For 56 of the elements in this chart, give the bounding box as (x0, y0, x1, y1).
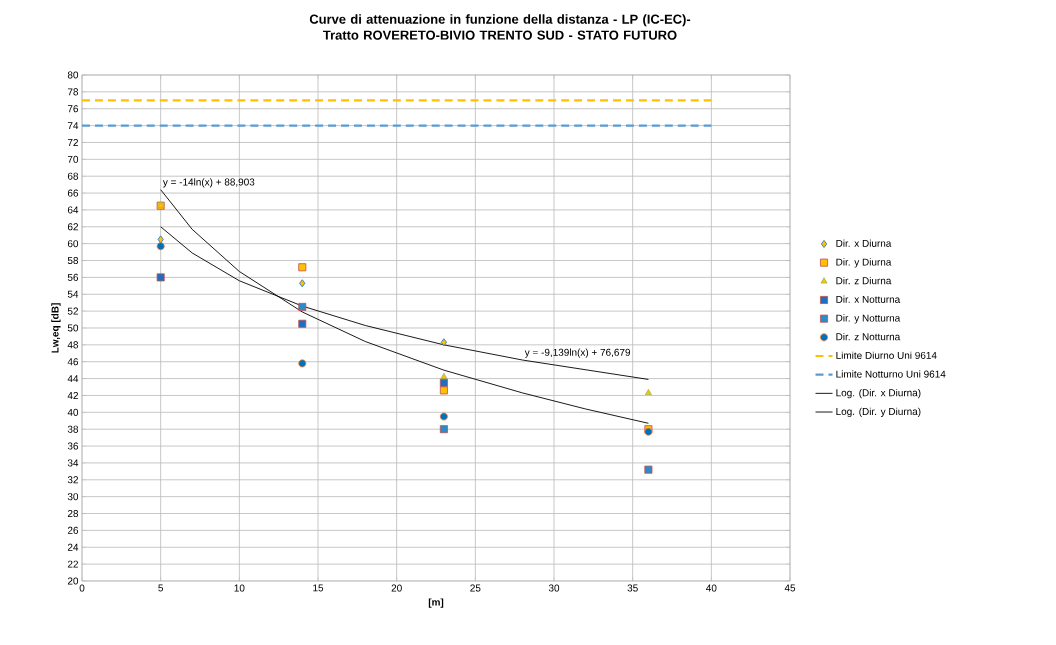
legend-label: Dir. x Notturna (836, 295, 901, 303)
x-tick-label: 0 (79, 584, 85, 592)
y-tick-label: 76 (67, 105, 79, 113)
y-tick-label: 24 (67, 543, 79, 551)
x-tick-label: 35 (627, 584, 638, 592)
y-tick-label: 62 (67, 223, 78, 231)
y-tick-label: 70 (67, 155, 79, 163)
x-tick-label: 20 (391, 584, 402, 592)
y-tick-label: 20 (67, 577, 79, 585)
chart-title: Curve di attenuazione in funzione della distanza - LP (IC-EC)-Tratto ROVERETO-BIVIO TRENTO SUD - STATO FUTURO (309, 14, 691, 40)
y-tick-label: 68 (67, 172, 79, 180)
y-tick-label: 58 (67, 257, 79, 265)
annotation: y = -9,139ln(x) + 76,679 (524, 348, 631, 358)
x-tick-label: 15 (313, 584, 324, 592)
y-tick-label: 32 (67, 476, 78, 484)
y-axis-title: Lw,eq [dB] (51, 303, 61, 353)
x-tick-label: 10 (234, 584, 245, 592)
legend-label: Dir. z Diurna (836, 276, 892, 285)
y-tick-label: 80 (67, 71, 79, 79)
y-tick-label: 34 (67, 459, 79, 467)
x-axis-title: [m] (428, 598, 444, 608)
y-tick-label: 56 (67, 273, 79, 281)
y-tick-label: 74 (67, 122, 79, 130)
y-tick-label: 64 (67, 206, 79, 214)
y-tick-label: 40 (67, 408, 79, 416)
legend-label: Limite Notturno Uni 9614 (836, 370, 946, 378)
annotation: y = -14ln(x) + 88,903 (162, 178, 255, 188)
y-tick-label: 28 (67, 509, 79, 518)
y-tick-label: 22 (67, 560, 78, 568)
legend-label: Dir. x Diurna (836, 239, 892, 247)
legend-label: Dir. y Diurna (836, 258, 892, 268)
x-tick-label: 25 (470, 584, 481, 592)
y-tick-label: 72 (67, 138, 78, 146)
legend-label: Log. (Dir. x Diurna) (836, 389, 921, 399)
y-tick-label: 66 (67, 189, 79, 197)
legend-label: Limite Diurno Uni 9614 (836, 351, 937, 359)
y-tick-label: 36 (67, 442, 79, 450)
x-tick-label: 45 (784, 584, 796, 592)
y-tick-label: 50 (67, 324, 79, 332)
y-tick-label: 46 (67, 358, 79, 366)
y-tick-label: 48 (67, 341, 79, 349)
legend-label: Dir. z Notturna (836, 332, 901, 341)
legend-label: Dir. y Notturna (836, 314, 901, 324)
y-tick-label: 78 (67, 88, 79, 96)
legend-label: Log. (Dir. y Diurna) (836, 407, 921, 417)
y-tick-label: 42 (67, 391, 78, 399)
y-tick-label: 60 (67, 240, 79, 248)
y-tick-label: 44 (67, 375, 79, 383)
y-tick-label: 38 (67, 425, 79, 433)
x-tick-label: 40 (706, 584, 717, 592)
x-tick-label: 5 (158, 584, 164, 592)
y-tick-label: 26 (67, 526, 79, 534)
x-tick-label: 30 (548, 584, 560, 592)
y-tick-label: 52 (67, 307, 78, 315)
y-tick-label: 30 (67, 493, 79, 501)
y-tick-label: 54 (67, 290, 79, 298)
